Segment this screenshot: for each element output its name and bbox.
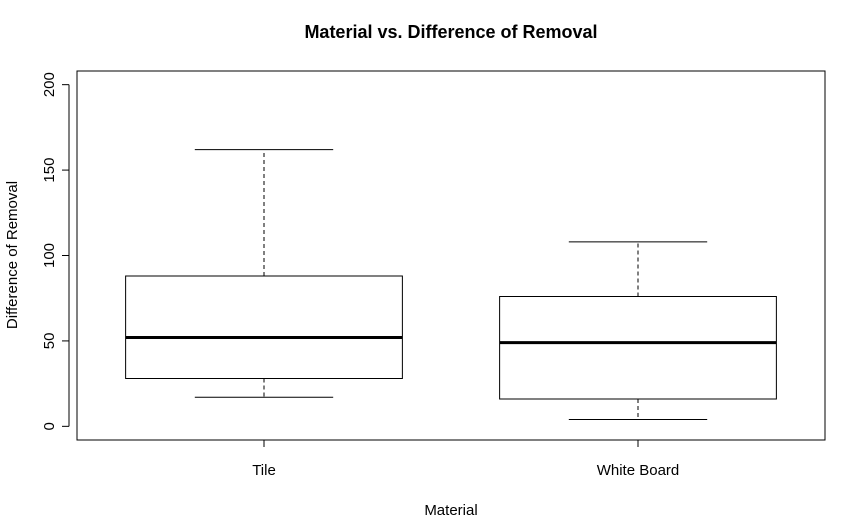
boxes-group bbox=[125, 149, 777, 420]
box-white-board bbox=[499, 241, 777, 420]
box-tile bbox=[125, 149, 403, 398]
y-tick-label: 200 bbox=[41, 72, 58, 97]
y-tick-label: 100 bbox=[41, 243, 58, 268]
x-axis: Tile White Board bbox=[252, 440, 679, 479]
x-tick-label: White Board bbox=[597, 462, 680, 479]
iqr-box bbox=[125, 275, 403, 379]
y-axis-label: Difference of Removal bbox=[4, 181, 21, 329]
plot-frame bbox=[76, 70, 826, 441]
y-tick-label: 150 bbox=[41, 158, 58, 183]
iqr-box bbox=[499, 296, 777, 400]
x-tick-label: Tile bbox=[252, 462, 276, 479]
chart-title: Material vs. Difference of Removal bbox=[304, 22, 597, 42]
y-tick-label: 0 bbox=[41, 422, 58, 430]
y-axis: 0 50 100 150 200 bbox=[41, 72, 70, 431]
y-tick-label: 50 bbox=[41, 333, 58, 350]
x-axis-label: Material bbox=[424, 502, 477, 519]
